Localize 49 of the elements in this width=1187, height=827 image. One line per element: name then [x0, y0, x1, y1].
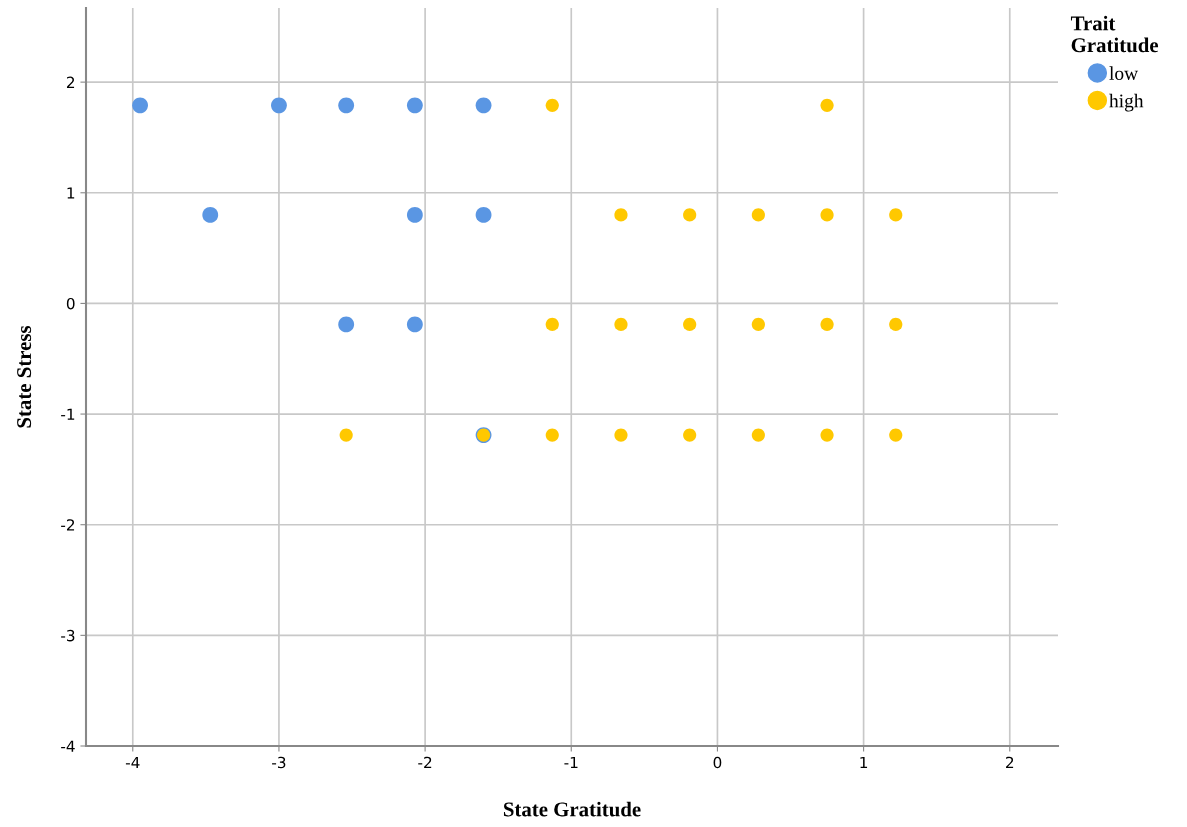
legend-title: Trait Gratitude	[1070, 15, 1159, 53]
x-tick-label: 0	[713, 756, 722, 769]
y-tick-label: 2	[66, 76, 75, 88]
point	[271, 97, 287, 114]
x-tick-label: -3	[272, 756, 286, 769]
point	[751, 428, 765, 442]
point	[202, 206, 219, 223]
point	[339, 428, 353, 442]
y-tick-label: 0	[66, 297, 75, 310]
point	[614, 208, 628, 222]
point	[545, 428, 559, 442]
y-tick-label: -1	[61, 408, 75, 420]
point	[889, 428, 903, 442]
x-axis-title: State Gratitude	[503, 801, 641, 817]
point	[475, 97, 492, 114]
point	[545, 317, 559, 332]
point	[406, 206, 423, 223]
point	[820, 428, 834, 442]
point	[751, 317, 765, 332]
legend-label: low	[1109, 66, 1139, 80]
point	[751, 208, 765, 222]
point	[683, 428, 697, 442]
point	[683, 317, 697, 332]
x-tick-label: -4	[125, 756, 140, 769]
point	[475, 206, 492, 223]
point	[820, 98, 834, 112]
point	[889, 208, 903, 222]
point	[820, 208, 834, 222]
point	[683, 208, 697, 222]
y-tick-label: 1	[67, 187, 75, 199]
x-tick-label: -1	[564, 756, 578, 769]
point	[820, 317, 834, 332]
point	[406, 97, 423, 114]
point	[132, 97, 148, 114]
y-tick-label: -4	[61, 740, 75, 752]
point	[338, 316, 355, 333]
x-tick-label: 1	[860, 756, 868, 769]
y-axis-title: State Stress	[17, 325, 32, 428]
x-tick-label: -2	[418, 756, 432, 769]
x-tick-label: 2	[1006, 756, 1014, 769]
y-tick-label: -3	[61, 629, 75, 642]
point	[545, 98, 559, 112]
point	[614, 317, 628, 332]
point	[338, 97, 355, 114]
point	[889, 317, 903, 332]
point	[406, 316, 423, 333]
point	[614, 428, 628, 442]
y-tick-label: -2	[61, 519, 75, 531]
legend-label: high	[1109, 93, 1144, 112]
